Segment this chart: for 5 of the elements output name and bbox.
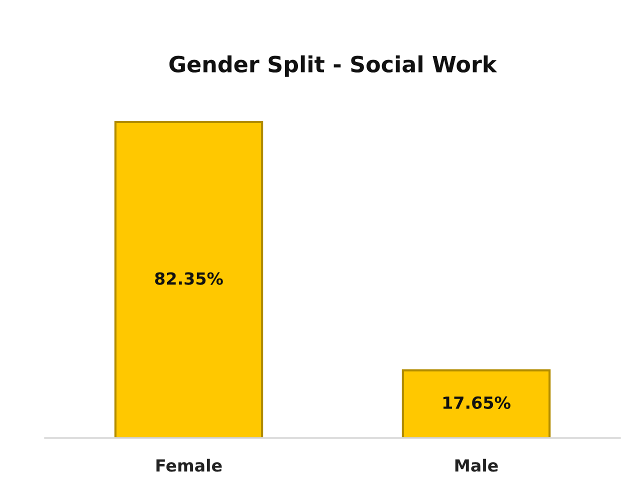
x-tick-label: Male xyxy=(455,458,498,472)
data-label: 82.35% xyxy=(155,272,223,285)
data-label: 17.65% xyxy=(443,396,510,409)
chart-title: Gender Split - Social Work xyxy=(169,55,498,77)
x-tick-label: Female xyxy=(156,458,222,472)
